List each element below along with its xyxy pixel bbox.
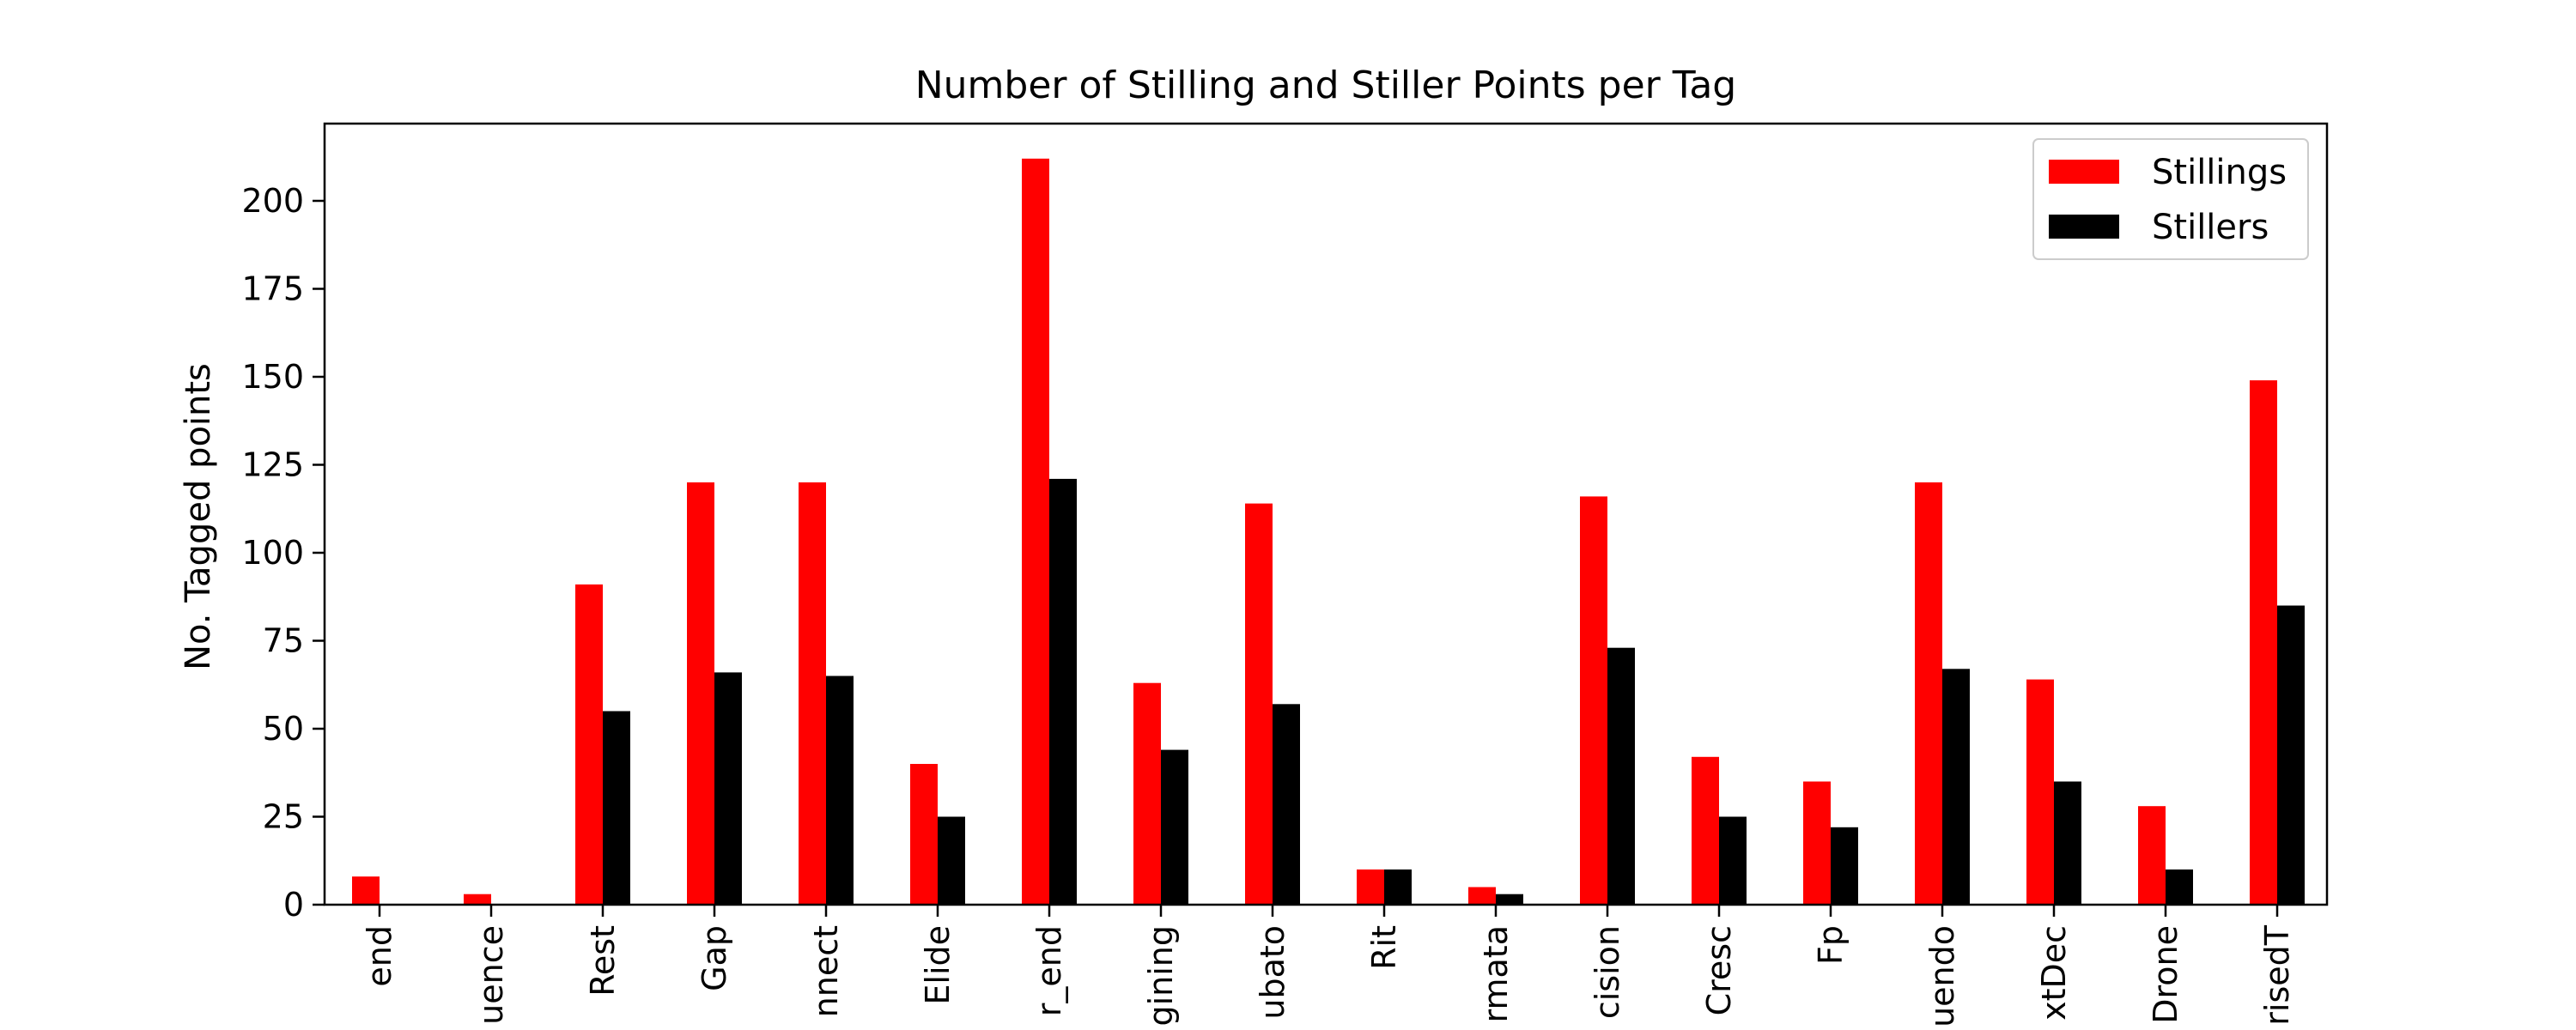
x-tick-label: end xyxy=(361,925,398,987)
bar-stillings-xtdec xyxy=(2026,679,2054,905)
x-tick-label: uendo xyxy=(1923,925,1961,1027)
x-tick-label: Elide xyxy=(919,925,957,1005)
bar-stillings-uendo xyxy=(1915,482,1942,905)
x-tick-label: cision xyxy=(1589,925,1626,1019)
y-tick-label: 125 xyxy=(241,446,304,484)
bar-stillings-end xyxy=(352,876,380,905)
x-tick-label: uence xyxy=(472,925,510,1025)
bar-stillers-gining xyxy=(1161,749,1188,905)
legend: Stillings Stillers xyxy=(2032,138,2309,260)
bar-stillers-cresc xyxy=(1719,816,1747,905)
bar-stillers-gap xyxy=(714,672,742,905)
y-tick-label: 175 xyxy=(241,270,304,308)
bar-stillers-cision xyxy=(1607,647,1635,905)
bar-stillers-rmata xyxy=(1496,894,1523,905)
bar-stillings-cision xyxy=(1580,496,1607,905)
x-tick-label: xtDec xyxy=(2035,925,2073,1021)
y-tick-label: 200 xyxy=(241,182,304,220)
y-tick-label: 50 xyxy=(263,710,304,748)
bar-stillings-rmata xyxy=(1468,887,1496,905)
bar-stillings-ubato xyxy=(1245,503,1273,905)
bar-stillers-rest xyxy=(603,711,630,905)
bar-stillings-rest xyxy=(575,584,603,905)
y-tick-label: 25 xyxy=(263,798,304,836)
x-tick-label: Drone xyxy=(2147,925,2184,1024)
bar-stillings-fp xyxy=(1803,781,1831,905)
bar-stillers-nnect xyxy=(826,676,854,905)
y-tick-label: 0 xyxy=(283,886,304,924)
bar-stillers-r-end xyxy=(1049,478,1077,905)
legend-label-stillers: Stillers xyxy=(2152,208,2269,247)
bar-stillers-ubato xyxy=(1273,704,1300,905)
x-tick-label: Gap xyxy=(696,925,733,991)
x-tick-label: r_end xyxy=(1030,925,1068,1016)
y-tick-label: 75 xyxy=(263,622,304,660)
bar-stillers-uendo xyxy=(1942,669,1970,905)
y-tick-label: 150 xyxy=(241,358,304,396)
bar-stillings-uence xyxy=(464,894,491,905)
bar-stillings-risedt xyxy=(2250,380,2277,906)
bar-stillings-gining xyxy=(1133,682,1161,905)
x-tick-label: risedT xyxy=(2258,924,2296,1025)
x-tick-label: gining xyxy=(1142,925,1180,1027)
legend-label-stillings: Stillings xyxy=(2152,153,2287,192)
bar-stillers-drone xyxy=(2166,869,2193,905)
plot-frame xyxy=(323,122,2329,906)
bar-stillings-nnect xyxy=(799,482,826,905)
x-tick-label: Rit xyxy=(1365,925,1403,970)
bar-stillings-gap xyxy=(687,482,714,905)
x-tick-label: rmata xyxy=(1477,925,1515,1022)
bar-stillings-r-end xyxy=(1022,158,1049,906)
chart-title: Number of Stilling and Stiller Points pe… xyxy=(915,64,1737,107)
bar-stillers-fp xyxy=(1831,827,1858,905)
y-axis-label: No. Tagged points xyxy=(179,363,218,670)
bar-stillers-elide xyxy=(938,816,965,905)
x-tick-label: Fp xyxy=(1812,925,1850,965)
x-tick-label: ubato xyxy=(1254,925,1291,1020)
x-axis: end uence Rest Gap nnect Elide r_end gining ubat… xyxy=(361,905,2296,1027)
bar-stillings-elide xyxy=(910,764,938,905)
y-tick-label: 100 xyxy=(241,534,304,572)
legend-swatch-stillings xyxy=(2049,160,2119,184)
y-axis: 0 25 50 75 100 125 150 175 200 xyxy=(241,182,325,924)
bar-stillings-drone xyxy=(2138,806,2166,905)
bar-stillings-rit xyxy=(1357,869,1384,905)
bar-stillings-cresc xyxy=(1692,756,1719,905)
bar-stillers-risedt xyxy=(2277,605,2305,905)
bars-layer xyxy=(352,158,2305,906)
x-tick-label: Cresc xyxy=(1700,925,1738,1015)
legend-swatch-stillers xyxy=(2049,215,2119,239)
x-tick-label: Rest xyxy=(584,925,622,997)
bar-stillers-xtdec xyxy=(2054,781,2081,905)
x-tick-label: nnect xyxy=(807,925,845,1017)
bar-stillers-rit xyxy=(1384,869,1412,905)
